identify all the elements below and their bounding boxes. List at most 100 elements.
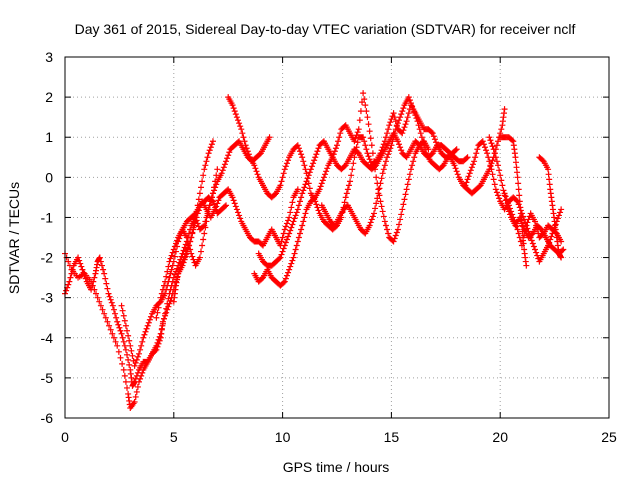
data-point [179,262,186,269]
data-point [113,314,120,321]
data-point [172,240,179,247]
data-point [378,175,385,182]
data-point [107,296,114,303]
data-point [428,151,435,158]
data-point [68,270,75,277]
data-point [368,142,375,149]
data-point [349,166,356,173]
data-point [341,163,348,170]
data-point [193,208,200,215]
data-point [166,274,173,281]
data-point [405,94,412,101]
data-point [133,356,140,363]
data-point [198,184,204,191]
data-point [295,202,302,209]
data-point [139,338,146,345]
data-point [96,298,103,305]
data-point [145,319,152,326]
data-point [277,182,284,189]
data-point [502,193,509,200]
data-point [546,181,553,188]
data-point [199,242,206,249]
data-point [493,189,500,196]
data-point [106,322,113,329]
data-point [240,134,247,141]
data-point [353,132,360,139]
data-point [397,144,404,151]
data-point [377,180,384,187]
data-point [499,182,506,189]
data-point [520,223,527,230]
data-point [90,278,97,285]
data-point [503,196,510,203]
data-point [184,246,191,253]
data-point [471,158,478,165]
data-point [288,204,295,211]
data-point [500,187,507,194]
data-point [119,307,126,314]
data-point [155,336,162,343]
data-point [474,146,481,153]
data-point [297,198,304,205]
data-point [224,155,231,162]
data-point [487,162,494,169]
data-point [311,195,318,202]
data-point [103,280,110,287]
data-point [555,212,562,219]
data-point [365,121,372,128]
data-point [153,342,160,349]
data-point [221,203,228,210]
data-point [520,234,527,241]
data-point [204,154,211,161]
data-point [286,230,293,237]
data-point [293,242,300,249]
data-point [453,168,460,175]
data-point [232,111,239,118]
data-point [392,232,399,239]
data-series-arc14 [536,154,565,261]
data-point [211,184,218,191]
data-point [292,212,299,219]
data-point [101,310,108,317]
data-point [121,372,128,379]
data-point [135,350,142,357]
data-point [97,258,104,265]
data-point [405,176,412,183]
data-point [350,160,357,167]
data-point [495,138,502,145]
data-point [232,203,239,210]
data-point [525,216,532,223]
data-point [169,262,176,269]
data-point [192,214,199,221]
data-point [280,170,287,177]
data-point [407,100,414,107]
data-point [305,172,312,179]
data-point [237,123,244,130]
data-point [417,130,424,137]
data-point [298,194,305,201]
data-point [202,224,209,231]
y-tick-label: 3 [45,49,53,65]
data-point [342,194,349,201]
data-point [167,270,174,277]
data-point [182,253,189,260]
data-point [292,246,299,253]
data-point [404,114,411,121]
x-tick-label: 20 [492,429,508,445]
data-point [304,175,311,182]
data-point [487,137,494,144]
data-point [337,130,344,137]
data-point [439,163,446,170]
data-point [291,215,298,222]
data-point [513,164,520,171]
data-point [400,127,407,134]
data-point [190,256,197,263]
data-point [532,218,539,225]
data-point [404,181,411,188]
data-point [214,166,221,173]
data-point [414,118,421,125]
data-point [233,114,240,121]
data-point [205,150,212,157]
y-tick-label: -5 [41,370,54,386]
